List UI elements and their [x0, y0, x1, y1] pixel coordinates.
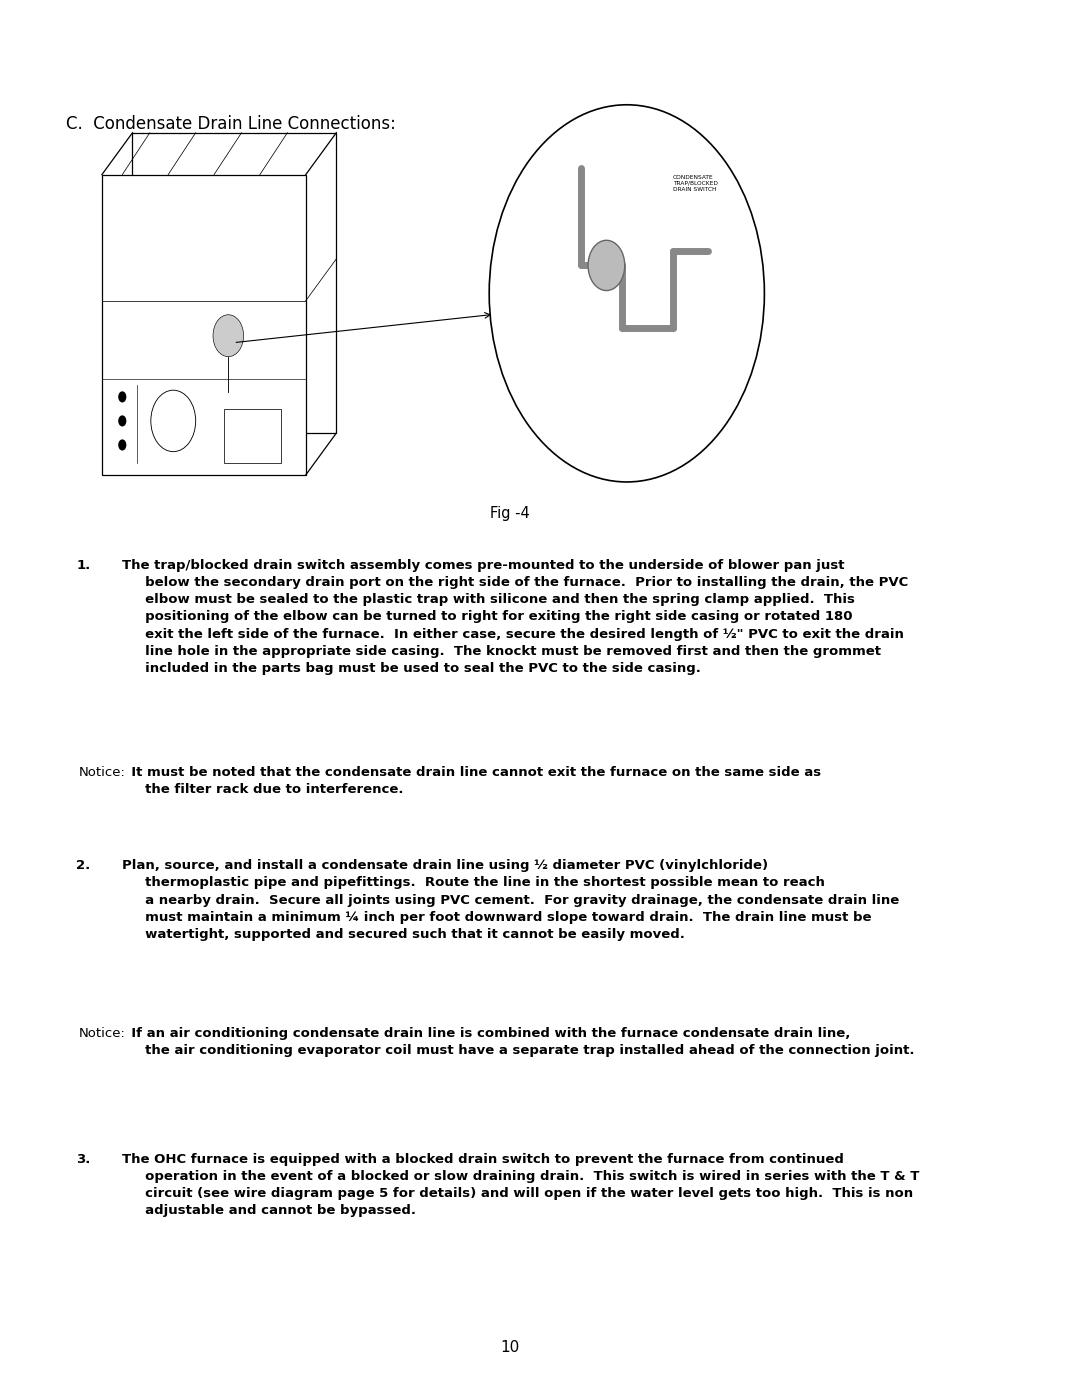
- Text: Plan, source, and install a condensate drain line using ½ diameter PVC (vinylchl: Plan, source, and install a condensate d…: [122, 859, 900, 942]
- Circle shape: [118, 415, 126, 426]
- Text: C.  Condensate Drain Line Connections:: C. Condensate Drain Line Connections:: [66, 115, 396, 133]
- Text: Fig -4: Fig -4: [489, 506, 529, 521]
- Text: It must be noted that the condensate drain line cannot exit the furnace on the s: It must be noted that the condensate dra…: [122, 766, 822, 796]
- Circle shape: [118, 440, 126, 451]
- Text: If an air conditioning condensate drain line is combined with the furnace conden: If an air conditioning condensate drain …: [122, 1027, 915, 1058]
- Circle shape: [118, 391, 126, 402]
- Text: Notice:: Notice:: [79, 1027, 125, 1039]
- Text: The trap/blocked drain switch assembly comes pre-mounted to the underside of blo: The trap/blocked drain switch assembly c…: [122, 559, 908, 675]
- Circle shape: [213, 314, 244, 356]
- Circle shape: [589, 240, 624, 291]
- Text: 3.: 3.: [77, 1153, 91, 1165]
- Polygon shape: [102, 175, 306, 475]
- Text: 10: 10: [500, 1340, 519, 1355]
- Circle shape: [489, 105, 765, 482]
- Text: 1.: 1.: [77, 559, 91, 571]
- Text: Notice:: Notice:: [79, 766, 125, 778]
- Text: 2.: 2.: [77, 859, 91, 872]
- Text: CONDENSATE
TRAP/BLOCKED
DRAIN SWITCH: CONDENSATE TRAP/BLOCKED DRAIN SWITCH: [673, 175, 717, 191]
- Text: The OHC furnace is equipped with a blocked drain switch to prevent the furnace f: The OHC furnace is equipped with a block…: [122, 1153, 920, 1217]
